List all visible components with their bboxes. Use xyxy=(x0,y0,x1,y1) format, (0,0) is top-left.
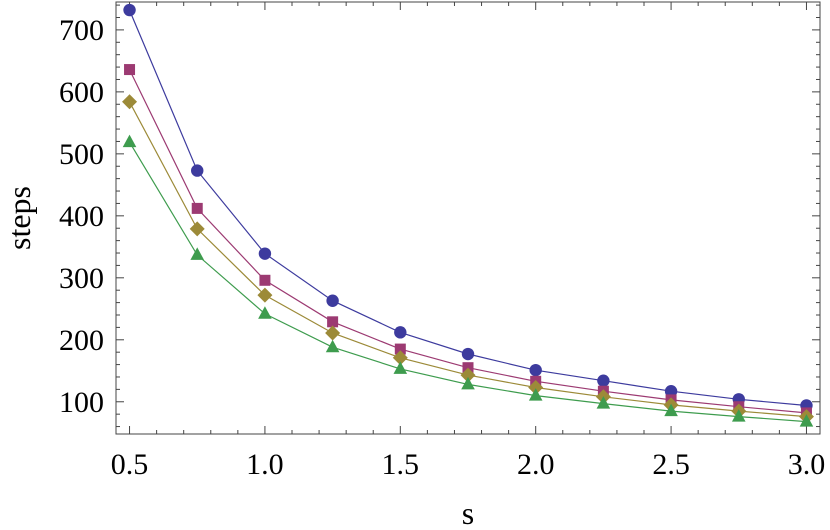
data-point-diamond xyxy=(460,367,476,383)
x-tick-label: 3.0 xyxy=(788,448,826,481)
y-tick-label: 200 xyxy=(59,324,104,357)
data-point-circle xyxy=(664,385,678,398)
y-axis-label: steps xyxy=(1,186,37,250)
data-point-diamond xyxy=(257,287,273,303)
series-markers xyxy=(122,3,814,427)
data-point-diamond xyxy=(392,350,408,366)
y-tick-label: 100 xyxy=(59,386,104,419)
series-line-square xyxy=(128,69,807,414)
data-point-triangle xyxy=(325,339,340,353)
tick-marks xyxy=(116,2,820,434)
data-point-triangle xyxy=(258,306,272,319)
x-tick-label: 2.5 xyxy=(652,448,690,481)
y-tick-label: 600 xyxy=(59,76,104,109)
y-tick-label: 400 xyxy=(59,200,104,233)
data-point-circle xyxy=(394,326,407,339)
data-point-triangle xyxy=(190,247,205,260)
x-tick-label: 2.0 xyxy=(517,448,555,481)
data-point-square xyxy=(327,316,339,328)
data-point-square xyxy=(259,274,271,286)
data-point-square xyxy=(394,343,406,355)
data-point-diamond xyxy=(122,94,138,110)
x-tick-label: 1.0 xyxy=(246,448,284,481)
x-tick-label: 1.5 xyxy=(382,448,420,481)
data-point-circle xyxy=(191,164,204,177)
data-point-triangle xyxy=(731,409,746,422)
x-tick-label: 0.5 xyxy=(111,448,149,481)
data-point-triangle xyxy=(122,134,137,148)
plot-frame xyxy=(115,1,821,435)
data-point-circle xyxy=(597,374,610,387)
data-point-square xyxy=(124,64,136,76)
tick-labels: 0.5 1.0 1.5 2.0 2.5 3.0 100 200 300 400 500 600 700 xyxy=(59,14,825,481)
y-tick-label: 300 xyxy=(59,262,104,295)
series-line-circle xyxy=(128,9,807,407)
y-tick-label: 500 xyxy=(59,138,104,171)
data-point-diamond xyxy=(325,325,341,341)
data-point-triangle xyxy=(461,376,475,390)
data-point-triangle xyxy=(664,403,678,417)
data-point-triangle xyxy=(393,361,408,374)
data-point-circle xyxy=(123,3,136,17)
data-point-triangle xyxy=(799,414,814,427)
data-point-square xyxy=(191,202,203,214)
data-point-diamond xyxy=(528,380,544,396)
data-point-circle xyxy=(461,347,475,361)
data-point-circle xyxy=(529,363,542,377)
data-point-triangle xyxy=(528,388,543,401)
data-point-circle xyxy=(326,294,339,307)
x-axis-label: s xyxy=(462,495,474,530)
y-tick-label: 700 xyxy=(59,14,104,47)
data-point-triangle xyxy=(596,396,611,409)
data-point-circle xyxy=(258,247,272,260)
data-point-diamond xyxy=(189,221,205,237)
